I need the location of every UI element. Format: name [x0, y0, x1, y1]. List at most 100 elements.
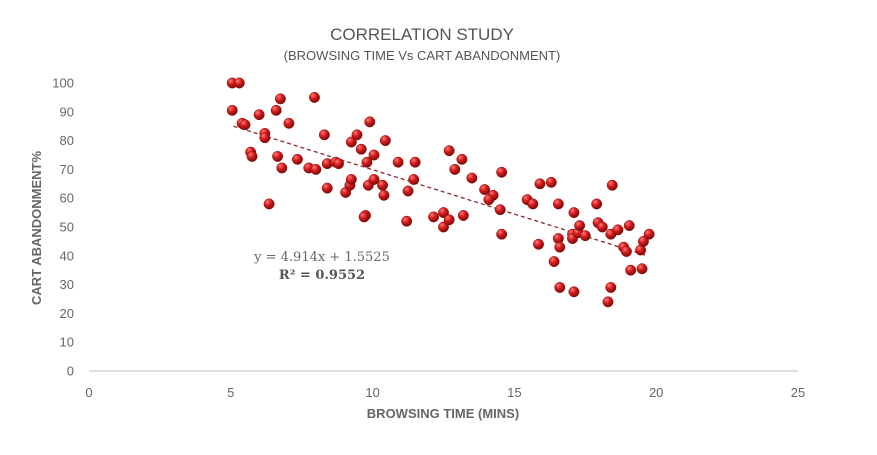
- y-tick-label: 30: [60, 277, 74, 292]
- data-point: [263, 198, 275, 210]
- y-tick-label: 10: [60, 335, 74, 350]
- x-tick-label: 15: [507, 385, 521, 400]
- data-point: [276, 162, 288, 174]
- data-points: [226, 77, 655, 308]
- data-point: [259, 132, 271, 144]
- data-point: [579, 230, 591, 242]
- data-point: [310, 163, 322, 175]
- data-point: [438, 207, 449, 219]
- data-point: [605, 282, 617, 293]
- data-point: [533, 238, 544, 250]
- data-point: [253, 109, 265, 121]
- data-point: [449, 163, 461, 175]
- data-point: [568, 207, 580, 219]
- data-point: [246, 150, 258, 162]
- x-tick-label: 0: [85, 385, 92, 400]
- data-point: [494, 204, 506, 216]
- data-point: [379, 135, 391, 147]
- data-point: [591, 198, 603, 210]
- data-point: [392, 156, 404, 168]
- data-point: [283, 117, 295, 129]
- data-point: [527, 198, 539, 210]
- data-point: [602, 296, 614, 308]
- data-point: [483, 194, 495, 206]
- y-axis-ticks: 0 10 20 30 40 50 60 70 80 90 100: [52, 76, 74, 379]
- data-point: [456, 153, 468, 165]
- data-point: [496, 166, 508, 178]
- data-point: [466, 172, 478, 184]
- data-point: [620, 246, 632, 257]
- data-point: [457, 210, 469, 221]
- data-point: [596, 221, 608, 233]
- data-point: [625, 264, 637, 276]
- data-point: [377, 179, 388, 191]
- data-point: [428, 211, 440, 223]
- data-point: [443, 145, 455, 157]
- data-point: [612, 224, 624, 236]
- data-point: [496, 228, 508, 240]
- y-tick-label: 60: [60, 191, 74, 206]
- chart-subtitle: (BROWSING TIME Vs CART ABANDONMENT): [284, 48, 561, 63]
- data-point: [239, 119, 251, 131]
- data-point: [272, 150, 284, 162]
- y-tick-label: 100: [52, 76, 74, 91]
- data-point: [321, 182, 333, 194]
- data-point: [623, 220, 635, 232]
- data-point: [554, 241, 566, 253]
- data-point: [226, 104, 238, 116]
- chart-title: CORRELATION STUDY: [330, 25, 514, 44]
- data-point: [364, 116, 376, 128]
- data-point: [309, 91, 320, 103]
- x-tick-label: 20: [649, 385, 663, 400]
- y-tick-label: 50: [60, 220, 74, 235]
- data-point: [345, 174, 357, 185]
- data-point: [554, 282, 566, 293]
- data-point: [401, 215, 413, 227]
- data-point: [368, 174, 380, 185]
- data-point: [355, 143, 367, 155]
- y-axis-label: CART ABANDONMENT%: [29, 151, 44, 306]
- y-tick-label: 0: [67, 364, 74, 379]
- y-tick-label: 40: [60, 248, 74, 263]
- trendline: [233, 125, 648, 257]
- data-point: [402, 185, 414, 197]
- data-point: [568, 286, 580, 298]
- y-tick-label: 90: [60, 104, 74, 119]
- data-point: [361, 156, 373, 168]
- data-point: [636, 263, 648, 275]
- data-point: [534, 178, 546, 190]
- data-point: [409, 156, 421, 168]
- x-tick-label: 25: [791, 385, 805, 400]
- trendline-equation: y = 4.914x + 1.5525: [253, 250, 390, 265]
- data-point: [274, 93, 286, 105]
- data-point: [291, 153, 303, 165]
- data-point: [606, 179, 618, 191]
- data-point: [368, 149, 380, 161]
- data-point: [552, 198, 564, 210]
- x-axis-label: BROWSING TIME (MINS): [367, 406, 519, 421]
- data-point: [358, 211, 370, 223]
- data-point: [378, 189, 390, 201]
- data-point: [318, 129, 330, 141]
- x-tick-label: 5: [227, 385, 234, 400]
- r-squared-label: R² = 0.9552: [279, 268, 365, 283]
- data-point: [479, 184, 491, 196]
- data-point: [443, 214, 455, 226]
- data-point: [574, 220, 586, 232]
- data-point: [438, 221, 449, 233]
- y-tick-label: 80: [60, 133, 74, 148]
- data-point: [545, 176, 557, 188]
- data-point: [233, 77, 245, 89]
- y-tick-label: 20: [60, 306, 74, 321]
- y-tick-label: 70: [60, 162, 74, 177]
- data-point: [345, 136, 357, 148]
- data-point: [637, 235, 649, 247]
- data-point: [333, 158, 345, 170]
- x-tick-label: 10: [365, 385, 379, 400]
- data-point: [643, 228, 655, 240]
- data-point: [351, 129, 363, 141]
- data-point: [408, 174, 420, 185]
- data-point: [270, 104, 282, 116]
- x-axis-ticks: 0 5 10 15 20 25: [85, 385, 805, 400]
